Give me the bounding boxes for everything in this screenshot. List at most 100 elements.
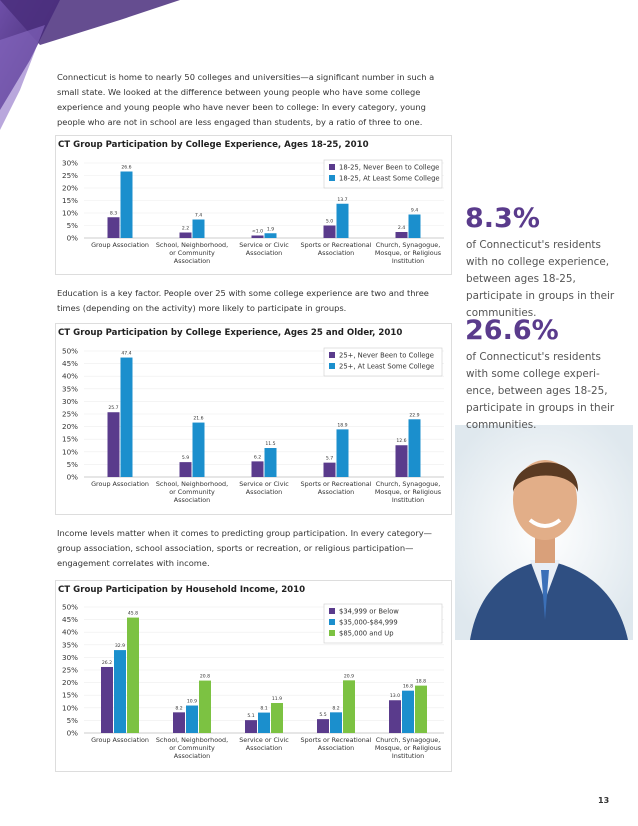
bar — [271, 703, 283, 733]
value-label: 18.9 — [337, 422, 347, 428]
y-tick-label: 25% — [62, 666, 78, 675]
corner-shape — [0, 0, 180, 45]
bar — [127, 617, 139, 733]
legend-swatch — [329, 175, 335, 181]
bar — [408, 214, 421, 238]
y-tick-label: 45% — [62, 615, 78, 624]
value-label: 16.8 — [403, 684, 413, 690]
plot: 0% 5% 10% 15% 20% 25% 30% 35% 40% 45% 50% 26.2 32.9 4… — [62, 603, 444, 738]
stat: 8.3% — [465, 203, 540, 234]
x-tick-label: School, Neighborhood, or Community Assoc… — [155, 480, 229, 504]
value-label: 11.5 — [265, 441, 275, 447]
middle-text: Education is a key factor. People over 2… — [57, 288, 429, 313]
x-tick-label: Sports or Recreational Association — [300, 241, 372, 257]
y-tick-label: 20% — [62, 422, 78, 431]
plot: 0% 5% 10% 15% 20% 25% 30% 35% 40% 45% 50% 25.7 47.4 5… — [62, 347, 444, 482]
value-label: 13.0 — [390, 693, 400, 699]
value-label: 20.8 — [200, 674, 210, 680]
y-tick-label: 5% — [67, 460, 79, 469]
bar — [408, 419, 421, 477]
bar — [114, 650, 126, 733]
bar — [179, 462, 192, 477]
x-tick-label: Service or Civic Association — [239, 736, 289, 752]
bar — [330, 712, 342, 733]
value-label: 2.2 — [182, 226, 189, 232]
x-tick-label: School, Neighborhood, or Community Assoc… — [155, 241, 229, 265]
bar — [336, 203, 349, 238]
y-tick-label: 30% — [62, 159, 78, 168]
chart: CT Group Participation by College Experi… — [55, 135, 452, 275]
bar — [336, 429, 349, 477]
chart: CT Group Participation by Household Inco… — [55, 580, 452, 772]
bar — [101, 666, 113, 733]
value-label: 18.8 — [416, 679, 426, 685]
bar — [389, 700, 401, 733]
value-label: 2.4 — [398, 225, 405, 231]
value-label: 1.9 — [267, 226, 274, 232]
value-label: <1.0 — [252, 229, 263, 235]
y-tick-label: 15% — [62, 435, 78, 444]
legend-label: 25+, Never Been to College — [339, 352, 434, 360]
y-tick-label: 0% — [67, 473, 79, 482]
y-tick-label: 35% — [62, 640, 78, 649]
y-tick-label: 15% — [62, 691, 78, 700]
chart-title: CT Group Participation by Household Inco… — [58, 585, 306, 595]
value-label: 5.7 — [326, 456, 333, 462]
y-tick-label: 25% — [62, 171, 78, 180]
plot: 0% 5% 10% 15% 20% 25% 30% 8.3 26.6 2.2 7.4 <1.0 1.9 5… — [62, 159, 444, 243]
bar — [120, 171, 133, 238]
bar — [264, 448, 277, 477]
legend-label: $85,000 and Up — [339, 630, 394, 638]
value-label: 8.1 — [260, 706, 267, 712]
x-tick-label: School, Neighborhood, or Community Assoc… — [155, 736, 229, 760]
value-label: 7.4 — [195, 213, 202, 219]
x-tick-label: Church, Synagogue, Mosque, or Religious … — [374, 241, 442, 265]
value-label: 5.1 — [247, 713, 254, 719]
y-tick-label: 0% — [67, 234, 79, 243]
x-tick-label: Sports or Recreational Association — [300, 736, 372, 752]
bar — [264, 233, 277, 238]
bar — [120, 357, 133, 477]
x-tick-label: Church, Synagogue, Mosque, or Religious … — [374, 736, 442, 760]
photo-smile — [528, 518, 562, 528]
value-label: 21.6 — [193, 416, 203, 422]
y-tick-label: 45% — [62, 359, 78, 368]
bar — [107, 412, 120, 477]
value-label: 10.9 — [187, 699, 197, 705]
value-label: 47.4 — [121, 351, 131, 357]
legend-swatch — [329, 363, 335, 369]
legend-box — [323, 603, 443, 644]
y-tick-label: 50% — [62, 603, 78, 612]
y-tick-label: 25% — [62, 410, 78, 419]
legend-label: 18-25, Never Been to College — [339, 164, 439, 172]
bar — [323, 225, 336, 238]
value-label: 8.3 — [110, 210, 117, 216]
legend-box — [323, 347, 443, 377]
legend-label: 25+, At Least Some College — [339, 363, 434, 371]
value-label: 12.6 — [396, 438, 406, 444]
bar — [199, 680, 211, 733]
legend-label: $34,999 or Below — [339, 608, 399, 616]
y-tick-label: 5% — [67, 221, 79, 230]
bar — [323, 462, 336, 477]
value-label: 8.2 — [175, 705, 182, 711]
page-number: 13 — [598, 796, 610, 805]
y-tick-label: 20% — [62, 678, 78, 687]
bar — [251, 461, 264, 477]
legend-swatch — [329, 630, 335, 636]
stat-text: of Connecticut's residents with some col… — [466, 351, 615, 431]
legend-swatch — [329, 608, 335, 614]
value-label: 25.7 — [108, 405, 118, 411]
x-tick-label: Sports or Recreational Association — [300, 480, 372, 496]
legend-label: 18-25, At Least Some College — [339, 175, 440, 183]
x-tick-label: Group Association — [91, 241, 149, 249]
bar — [258, 712, 270, 733]
chart: CT Group Participation by College Experi… — [55, 323, 452, 515]
legend-swatch — [329, 352, 335, 358]
legend-swatch — [329, 164, 335, 170]
y-tick-label: 40% — [62, 628, 78, 637]
bar — [107, 217, 120, 238]
value-label: 26.2 — [102, 660, 112, 666]
